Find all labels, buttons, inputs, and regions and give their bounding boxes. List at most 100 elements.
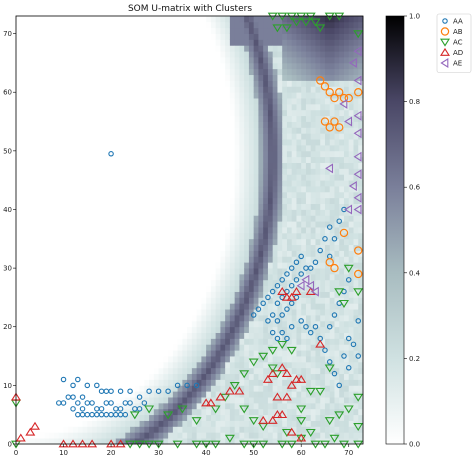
heatmap-cell	[20, 127, 26, 134]
heatmap-cell	[87, 27, 93, 34]
heatmap-cell	[229, 180, 236, 187]
heatmap-cell	[115, 426, 121, 433]
heatmap-cell	[210, 16, 217, 23]
heatmap-cell	[77, 80, 83, 87]
heatmap-cell	[248, 432, 255, 439]
heatmap-cell	[234, 191, 240, 199]
heatmap-cell	[163, 227, 169, 234]
heatmap-cell	[239, 309, 245, 316]
heatmap-cell	[263, 356, 269, 363]
heatmap-cell	[225, 232, 231, 240]
heatmap-cell	[134, 203, 140, 210]
heatmap-cell	[191, 315, 198, 322]
heatmap-cell	[315, 326, 321, 333]
heatmap-cell	[291, 144, 297, 152]
heatmap-cell	[244, 80, 250, 87]
heatmap-cell	[286, 356, 293, 363]
heatmap-cell	[210, 62, 217, 70]
heatmap-cell	[20, 414, 26, 421]
heatmap-cell	[182, 162, 188, 169]
heatmap-cell	[73, 438, 79, 445]
heatmap-cell	[58, 144, 64, 152]
heatmap-cell	[63, 438, 69, 445]
heatmap-cell	[248, 86, 255, 93]
heatmap-cell	[63, 338, 69, 345]
heatmap-cell	[315, 86, 321, 93]
heatmap-cell	[82, 174, 88, 181]
heatmap-cell	[334, 51, 340, 58]
heatmap-cell	[120, 150, 126, 158]
heatmap-cell	[101, 303, 107, 310]
heatmap-cell	[16, 186, 22, 193]
heatmap-cell	[82, 408, 88, 416]
heatmap-cell	[215, 344, 221, 351]
heatmap-cell	[39, 350, 45, 357]
heatmap-cell	[320, 162, 326, 169]
heatmap-cell	[277, 121, 283, 128]
heatmap-cell	[267, 250, 274, 257]
heatmap-cell	[77, 39, 83, 46]
heatmap-cell	[187, 51, 193, 58]
heatmap-cell	[111, 174, 117, 181]
heatmap-cell	[315, 426, 321, 433]
heatmap-cell	[163, 326, 169, 333]
heatmap-cell	[73, 367, 79, 375]
heatmap-cell	[96, 238, 102, 246]
heatmap-cell	[248, 350, 255, 357]
heatmap-cell	[111, 86, 117, 93]
heatmap-cell	[339, 320, 345, 328]
heatmap-cell	[54, 373, 60, 380]
heatmap-cell	[82, 191, 88, 199]
heatmap-cell	[106, 326, 112, 333]
heatmap-cell	[196, 92, 202, 99]
heatmap-cell	[177, 16, 183, 23]
heatmap-cell	[49, 262, 55, 269]
heatmap-cell	[215, 168, 221, 175]
heatmap-cell	[239, 332, 245, 339]
heatmap-cell	[125, 361, 131, 369]
heatmap-cell	[82, 144, 88, 152]
heatmap-cell	[220, 350, 226, 357]
heatmap-cell	[16, 174, 22, 181]
heatmap-cell	[329, 74, 335, 81]
heatmap-cell	[229, 62, 236, 70]
heatmap-cell	[277, 315, 283, 322]
heatmap-cell	[58, 344, 64, 351]
heatmap-cell	[329, 33, 335, 40]
heatmap-cell	[267, 367, 274, 375]
heatmap-cell	[339, 326, 345, 333]
heatmap-cell	[35, 414, 41, 421]
heatmap-cell	[296, 297, 302, 304]
heatmap-cell	[172, 51, 179, 58]
heatmap-cell	[163, 156, 169, 163]
heatmap-cell	[310, 297, 316, 304]
heatmap-cell	[96, 80, 102, 87]
heatmap-cell	[139, 309, 145, 316]
heatmap-cell	[296, 262, 302, 269]
heatmap-cell	[139, 209, 145, 216]
heatmap-cell	[282, 232, 288, 240]
heatmap-cell	[229, 309, 236, 316]
heatmap-cell	[30, 356, 36, 363]
heatmap-cell	[291, 103, 297, 111]
heatmap-cell	[182, 315, 188, 322]
heatmap-cell	[282, 121, 288, 128]
heatmap-cell	[153, 92, 159, 99]
heatmap-cell	[291, 150, 297, 158]
heatmap-cell	[39, 150, 45, 158]
heatmap-cell	[30, 297, 36, 304]
heatmap-cell	[201, 391, 207, 398]
heatmap-cell	[267, 33, 274, 40]
heatmap-cell	[239, 144, 245, 152]
heatmap-cell	[58, 256, 64, 263]
heatmap-cell	[177, 180, 183, 187]
heatmap-cell	[54, 309, 60, 316]
heatmap-cell	[272, 256, 278, 263]
heatmap-cell	[182, 92, 188, 99]
heatmap-cell	[49, 232, 55, 240]
heatmap-cell	[130, 57, 136, 64]
heatmap-cell	[158, 414, 164, 421]
heatmap-cell	[153, 144, 159, 152]
heatmap-cell	[63, 109, 69, 117]
heatmap-cell	[130, 62, 136, 70]
